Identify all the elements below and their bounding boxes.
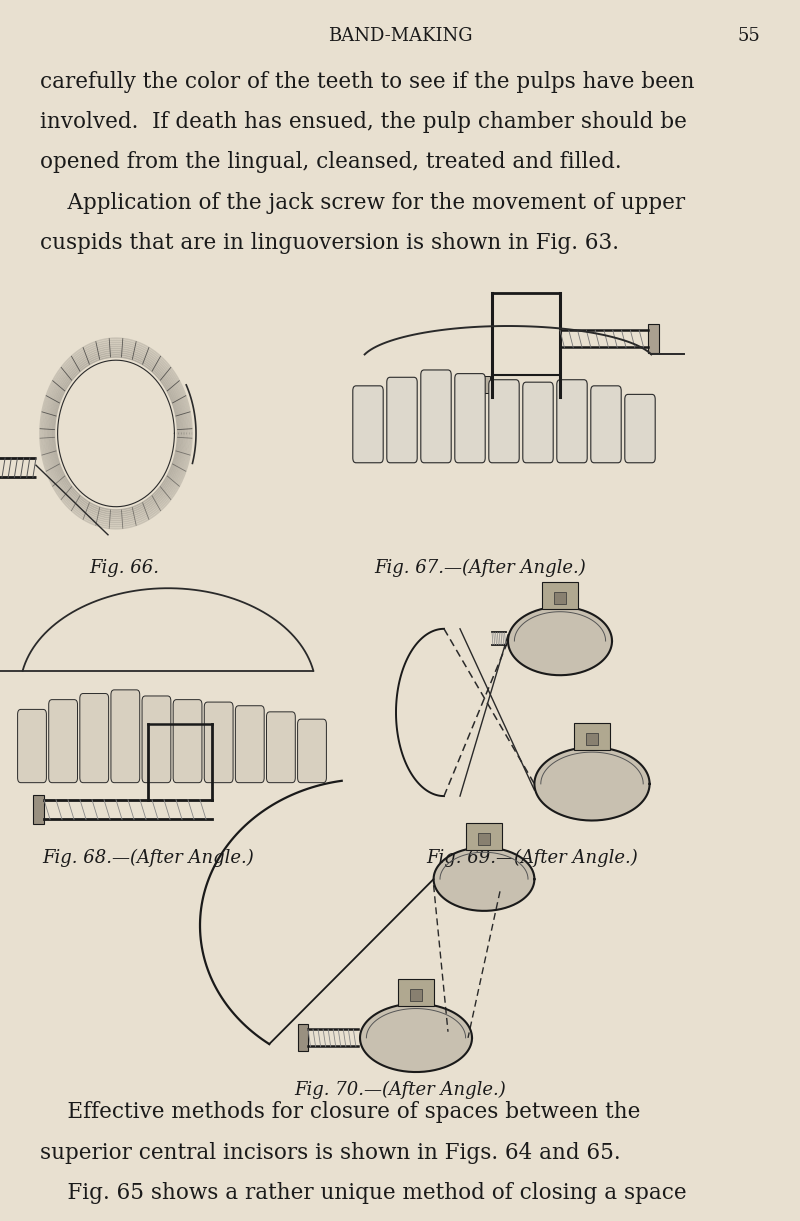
FancyBboxPatch shape	[173, 700, 202, 783]
FancyBboxPatch shape	[18, 709, 46, 783]
FancyBboxPatch shape	[298, 719, 326, 783]
Bar	[33, 795, 44, 824]
Bar	[398, 979, 434, 1006]
FancyBboxPatch shape	[489, 380, 519, 463]
FancyBboxPatch shape	[625, 394, 655, 463]
Text: opened from the lingual, cleansed, treated and filled.: opened from the lingual, cleansed, treat…	[40, 151, 622, 173]
Polygon shape	[534, 747, 650, 821]
FancyBboxPatch shape	[590, 386, 622, 463]
Text: cuspids that are in linguoversion is shown in Fig. 63.: cuspids that are in linguoversion is sho…	[40, 232, 619, 254]
Bar	[554, 592, 566, 604]
Text: superior central incisors is shown in Figs. 64 and 65.: superior central incisors is shown in Fi…	[40, 1142, 621, 1164]
Text: BAND-MAKING: BAND-MAKING	[328, 27, 472, 45]
FancyBboxPatch shape	[80, 694, 109, 783]
FancyBboxPatch shape	[235, 706, 264, 783]
FancyBboxPatch shape	[142, 696, 171, 783]
FancyBboxPatch shape	[523, 382, 554, 463]
Text: Fig. 67.—(After Angle.): Fig. 67.—(After Angle.)	[374, 559, 586, 578]
Bar	[480, 376, 490, 393]
Bar	[574, 723, 610, 750]
Polygon shape	[434, 847, 534, 911]
Polygon shape	[508, 607, 612, 675]
FancyBboxPatch shape	[557, 380, 587, 463]
Text: Fig. 68.—(After Angle.): Fig. 68.—(After Angle.)	[42, 849, 254, 867]
Text: carefully the color of the teeth to see if the pulps have been: carefully the color of the teeth to see …	[40, 71, 694, 93]
Bar	[648, 325, 659, 354]
Bar	[478, 833, 490, 845]
Polygon shape	[360, 1004, 472, 1072]
Bar	[410, 989, 422, 1001]
FancyBboxPatch shape	[266, 712, 295, 783]
FancyBboxPatch shape	[111, 690, 140, 783]
Bar	[298, 1024, 308, 1051]
Text: Effective methods for closure of spaces between the: Effective methods for closure of spaces …	[40, 1101, 640, 1123]
Text: Fig. 65 shows a rather unique method of closing a space: Fig. 65 shows a rather unique method of …	[40, 1182, 686, 1204]
Text: Application of the jack screw for the movement of upper: Application of the jack screw for the mo…	[40, 192, 685, 214]
Text: Fig. 70.—(After Angle.): Fig. 70.—(After Angle.)	[294, 1081, 506, 1099]
Bar	[466, 823, 502, 850]
Bar	[586, 733, 598, 745]
Text: involved.  If death has ensued, the pulp chamber should be: involved. If death has ensued, the pulp …	[40, 111, 687, 133]
Polygon shape	[58, 360, 174, 507]
FancyBboxPatch shape	[353, 386, 383, 463]
FancyBboxPatch shape	[49, 700, 78, 783]
FancyBboxPatch shape	[204, 702, 233, 783]
Text: Fig. 66.: Fig. 66.	[89, 559, 159, 578]
FancyBboxPatch shape	[421, 370, 451, 463]
FancyBboxPatch shape	[386, 377, 418, 463]
Bar	[542, 582, 578, 609]
Text: Fig. 69.—(After Angle.): Fig. 69.—(After Angle.)	[426, 849, 638, 867]
Text: 55: 55	[738, 27, 760, 45]
FancyBboxPatch shape	[454, 374, 485, 463]
